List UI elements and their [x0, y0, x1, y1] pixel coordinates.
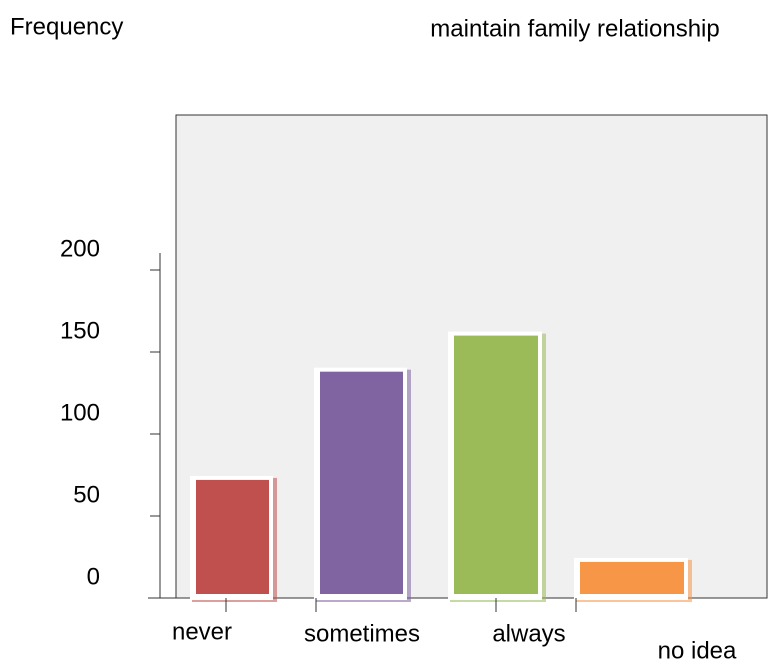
y-tick-label: 50 [73, 481, 100, 508]
x-tick-label: never [172, 618, 232, 645]
chart-title: maintain family relationship [430, 15, 719, 42]
y-tick-label: 200 [60, 235, 100, 262]
bar [454, 335, 538, 594]
bar [320, 371, 403, 594]
y-tick-label: 0 [87, 563, 100, 590]
x-tick-label: always [492, 620, 565, 647]
bar [196, 479, 269, 594]
y-axis-label: Frequency [10, 13, 123, 40]
y-tick-label: 100 [60, 399, 100, 426]
y-tick-label: 150 [60, 317, 100, 344]
bar [580, 561, 684, 594]
x-tick-label: no idea [658, 637, 737, 663]
x-tick-label: sometimes [304, 620, 420, 647]
